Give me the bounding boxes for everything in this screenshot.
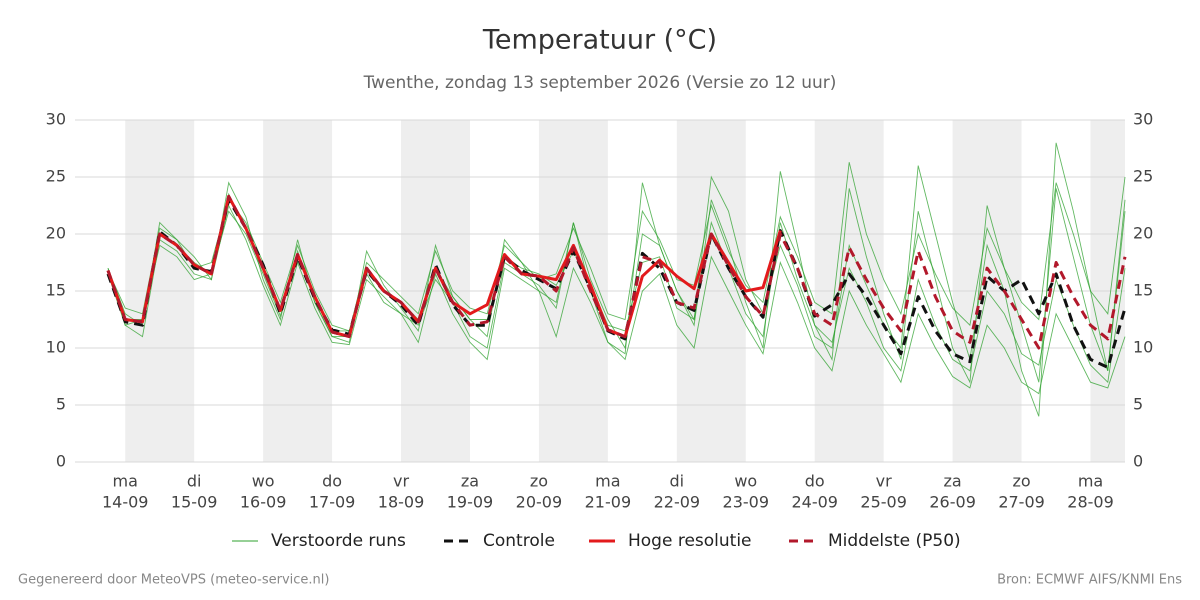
x-tick-date: 17-09 (309, 493, 356, 512)
x-tick-date: 25-09 (860, 493, 907, 512)
legend-label: Verstoorde runs (271, 531, 406, 551)
x-tick-weekday: zo (1012, 472, 1030, 491)
y-tick-label: 20 (46, 224, 66, 243)
footer-left: Gegenereerd door MeteoVPS (meteo-service… (18, 573, 329, 588)
x-tick-weekday: ma (113, 472, 138, 491)
x-tick-weekday: zo (530, 472, 548, 491)
y2-tick-label: 15 (1133, 281, 1153, 300)
x-tick-weekday: vr (393, 472, 409, 491)
x-tick-weekday: za (944, 472, 962, 491)
ensemble-line (107, 204, 1126, 395)
x-tick-date: 24-09 (791, 493, 838, 512)
x-tick-date: 23-09 (723, 493, 770, 512)
x-tick-weekday: di (187, 472, 202, 491)
y-tick-label: 25 (46, 167, 66, 186)
x-tick-date: 15-09 (171, 493, 218, 512)
x-tick-date: 20-09 (516, 493, 563, 512)
x-tick-date: 22-09 (654, 493, 701, 512)
y2-tick-label: 20 (1133, 224, 1153, 243)
series-line (106, 194, 1127, 350)
x-tick-date: 28-09 (1067, 493, 1114, 512)
y2-tick-label: 0 (1133, 452, 1143, 471)
grid (75, 119, 1125, 463)
x-tick-weekday: ma (595, 472, 620, 491)
x-tick-weekday: za (461, 472, 479, 491)
x-tick-weekday: vr (876, 472, 892, 491)
y2-tick-label: 5 (1133, 395, 1143, 414)
x-tick-date: 19-09 (447, 493, 494, 512)
legend-label: Middelste (P50) (828, 531, 961, 551)
y-tick-label: 10 (46, 338, 66, 357)
x-tick-date: 27-09 (998, 493, 1045, 512)
chart-subtitle: Twenthe, zondag 13 september 2026 (Versi… (363, 73, 837, 93)
x-tick-date: 21-09 (585, 493, 632, 512)
y-tick-label: 0 (56, 452, 66, 471)
x-tick-weekday: wo (734, 472, 757, 491)
x-tick-weekday: wo (252, 472, 275, 491)
x-tick-date: 18-09 (378, 493, 425, 512)
legend-label: Hoge resolutie (628, 531, 752, 551)
x-tick-weekday: do (805, 472, 825, 491)
x-tick-weekday: ma (1078, 472, 1103, 491)
x-tick-weekday: do (322, 472, 342, 491)
y2-tick-label: 25 (1133, 167, 1153, 186)
y2-tick-label: 10 (1133, 338, 1153, 357)
x-tick-date: 14-09 (102, 493, 149, 512)
y2-tick-label: 30 (1133, 110, 1153, 129)
lines (106, 142, 1127, 417)
footer-right: Bron: ECMWF AIFS/KNMI Ens (997, 573, 1182, 588)
labels: ma 14-09 di 15-09 wo 16-09 do 17-09 vr 18-09 za 19-… (46, 110, 1154, 552)
chart-title: Temperatuur (°C) (482, 25, 717, 56)
x-tick-date: 26-09 (929, 493, 976, 512)
x-tick-date: 16-09 (240, 493, 287, 512)
y-tick-label: 30 (46, 110, 66, 129)
y-tick-label: 15 (46, 281, 66, 300)
legend-label: Controle (483, 531, 555, 551)
x-tick-weekday: di (670, 472, 685, 491)
y-tick-label: 5 (56, 395, 66, 414)
